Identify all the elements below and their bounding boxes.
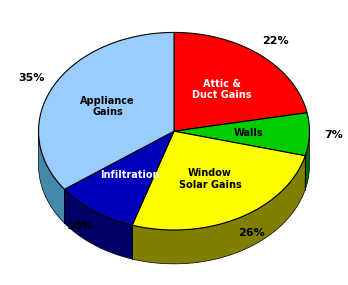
Text: 26%: 26% [238, 228, 264, 238]
Text: 22%: 22% [263, 36, 289, 46]
Polygon shape [174, 32, 307, 131]
Polygon shape [305, 132, 309, 190]
Polygon shape [39, 32, 174, 189]
Polygon shape [132, 131, 305, 230]
Polygon shape [39, 133, 64, 223]
Text: 35%: 35% [18, 73, 45, 83]
Text: Infiltration: Infiltration [101, 170, 160, 180]
Text: Window
Solar Gains: Window Solar Gains [179, 168, 241, 190]
Text: Appliance
Gains: Appliance Gains [80, 96, 135, 117]
Polygon shape [64, 131, 174, 225]
Polygon shape [174, 113, 309, 156]
Polygon shape [132, 156, 305, 264]
Text: 10%: 10% [67, 221, 93, 231]
Text: Attic &
Duct Gains: Attic & Duct Gains [192, 79, 251, 100]
Text: 7%: 7% [324, 130, 343, 140]
Polygon shape [64, 189, 132, 259]
Text: Walls: Walls [234, 128, 263, 138]
